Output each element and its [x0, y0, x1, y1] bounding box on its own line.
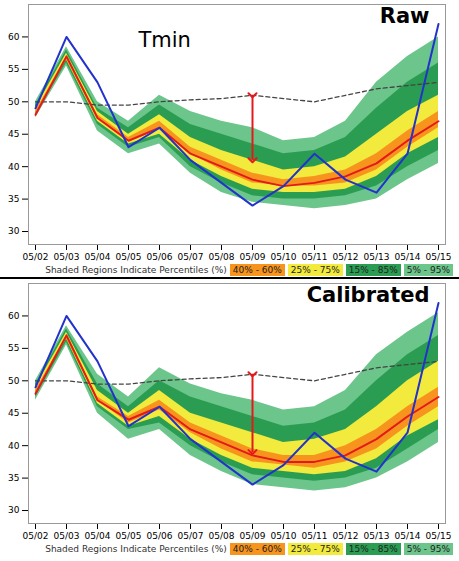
html-text:Shaded Regions Indicate Percen: Shaded Regions Indicate Percentiles (%): [45, 543, 227, 554]
html-text:25% - 75%: 25% - 75%: [290, 543, 340, 554]
svg-text:05/13: 05/13: [364, 252, 390, 262]
html-text:40% - 60%: 40% - 60%: [232, 264, 282, 275]
svg-text:05/10: 05/10: [271, 252, 297, 262]
svg-text:Tmin: Tmin: [138, 28, 191, 52]
svg-text:30: 30: [8, 226, 20, 236]
html-text:15% - 85%: 15% - 85%: [348, 264, 398, 275]
svg-text:35: 35: [8, 473, 19, 483]
html-text:40% - 60%: 40% - 60%: [232, 543, 282, 554]
html-text:25% - 75%: 25% - 75%: [290, 264, 340, 275]
svg-text:40: 40: [8, 441, 20, 451]
svg-text:05/09: 05/09: [240, 252, 266, 262]
svg-text:05/04: 05/04: [85, 252, 111, 262]
svg-text:40: 40: [8, 162, 20, 172]
svg-text:05/12: 05/12: [333, 252, 359, 262]
svg-text:55: 55: [8, 64, 19, 74]
svg-text:45: 45: [8, 129, 19, 139]
svg-text:50: 50: [8, 376, 20, 386]
html-text:Shaded Regions Indicate Percen: Shaded Regions Indicate Percentiles (%): [45, 264, 227, 275]
svg-text:05/07: 05/07: [178, 531, 204, 541]
svg-text:05/04: 05/04: [85, 531, 111, 541]
svg-text:05/08: 05/08: [209, 252, 235, 262]
svg-text:05/11: 05/11: [302, 531, 328, 541]
svg-text:05/09: 05/09: [240, 531, 266, 541]
svg-text:05/06: 05/06: [147, 252, 173, 262]
svg-text:05/11: 05/11: [302, 252, 328, 262]
svg-text:30: 30: [8, 505, 20, 515]
svg-text:35: 35: [8, 194, 19, 204]
svg-text:05/05: 05/05: [116, 252, 142, 262]
html-text:15% - 85%: 15% - 85%: [348, 543, 398, 554]
svg-text:05/15: 05/15: [426, 531, 452, 541]
svg-text:55: 55: [8, 343, 19, 353]
svg-text:05/14: 05/14: [395, 252, 421, 262]
svg-text:50: 50: [8, 97, 20, 107]
svg-text:05/05: 05/05: [116, 531, 142, 541]
svg-text:05/12: 05/12: [333, 531, 359, 541]
svg-text:Raw: Raw: [380, 4, 430, 28]
svg-text:60: 60: [8, 32, 20, 42]
svg-text:05/02: 05/02: [23, 252, 49, 262]
svg-text:Calibrated: Calibrated: [307, 283, 430, 307]
svg-text:05/15: 05/15: [426, 252, 452, 262]
svg-text:05/13: 05/13: [364, 531, 390, 541]
svg-text:05/08: 05/08: [209, 531, 235, 541]
svg-text:05/06: 05/06: [147, 531, 173, 541]
svg-text:05/14: 05/14: [395, 531, 421, 541]
svg-text:45: 45: [8, 408, 19, 418]
svg-text:60: 60: [8, 311, 20, 321]
svg-text:05/03: 05/03: [54, 531, 80, 541]
svg-text:05/07: 05/07: [178, 252, 204, 262]
html-text:5% - 95%: 5% - 95%: [406, 264, 450, 275]
svg-text:05/02: 05/02: [23, 531, 49, 541]
html-text:5% - 95%: 5% - 95%: [406, 543, 450, 554]
svg-text:05/10: 05/10: [271, 531, 297, 541]
svg-text:05/03: 05/03: [54, 252, 80, 262]
